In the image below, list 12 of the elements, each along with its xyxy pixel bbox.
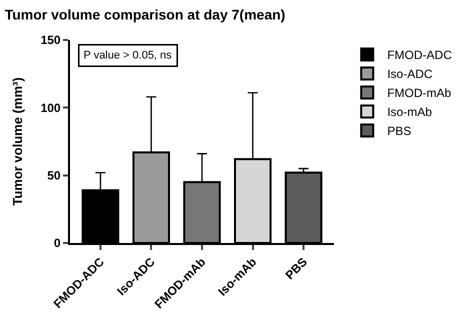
y-axis-title: Tumor volume (mm³) [10, 77, 26, 206]
y-tick-label: 50 [47, 168, 61, 183]
chart-title: Tumor volume comparison at day 7(mean) [4, 6, 286, 22]
legend-label: Iso-mAb [387, 105, 432, 120]
legend-label: Iso-ADC [387, 67, 433, 82]
y-tick-label: 150 [40, 33, 61, 48]
annotation: P value > 0.05, ns [84, 50, 172, 62]
legend-label: FMOD-mAb [387, 86, 452, 100]
legend-label: FMOD-ADC [387, 48, 452, 62]
y-tick-label: 100 [40, 100, 61, 115]
y-tick-label: 0 [54, 236, 61, 250]
legend-label: PBS [387, 124, 412, 138]
